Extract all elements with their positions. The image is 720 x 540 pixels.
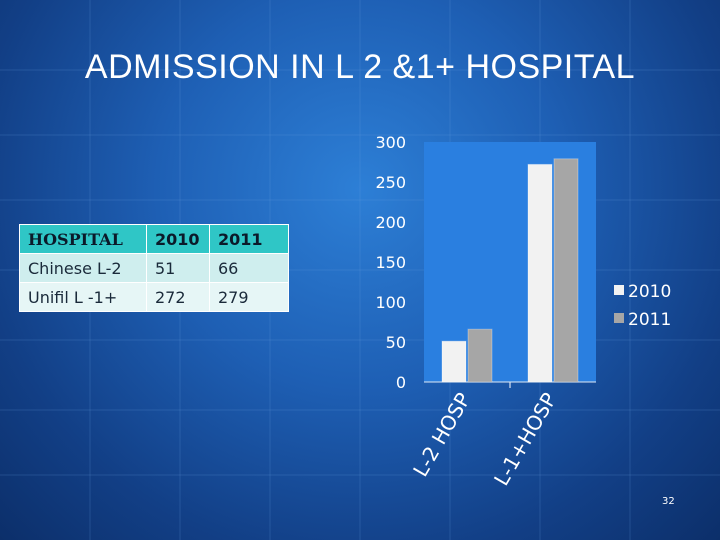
page-number: 32 <box>662 496 675 507</box>
table-cell: Chinese L-2 <box>19 253 147 283</box>
y-tick-label: 100 <box>375 293 406 312</box>
y-tick-label: 50 <box>386 333 406 352</box>
table-cell: 279 <box>209 282 289 312</box>
table-cell: 66 <box>209 253 289 283</box>
y-tick-label: 0 <box>396 373 406 392</box>
legend-label-2010: 2010 <box>628 282 671 302</box>
table-cell: 51 <box>146 253 210 283</box>
table-header-hospital: HOSPITAL <box>19 224 147 254</box>
bar-2011 <box>553 158 579 383</box>
admission-table: HOSPITAL 2010 2011 Chinese L-2 51 66 Uni… <box>19 224 289 312</box>
x-tick-label: L-1+HOSP <box>489 389 561 490</box>
slide-title: ADMISSION IN L 2 &1+ HOSPITAL <box>84 48 636 86</box>
bar-2010 <box>441 340 467 383</box>
legend-label-2011: 2011 <box>628 310 671 330</box>
x-tick-label: L-2 HOSP <box>408 389 475 481</box>
y-tick-label: 300 <box>375 133 406 152</box>
bar-2011 <box>467 328 493 383</box>
bar-2010 <box>527 163 553 383</box>
table-header-2010: 2010 <box>146 224 210 254</box>
y-tick-label: 250 <box>375 173 406 192</box>
table-row: Unifil L -1+ 272 279 <box>19 282 289 312</box>
table-row: Chinese L-2 51 66 <box>19 253 289 283</box>
y-tick-label: 200 <box>375 213 406 232</box>
y-tick-label: 150 <box>375 253 406 272</box>
legend-swatch-2011 <box>614 313 624 323</box>
legend-swatch-2010 <box>614 285 624 295</box>
